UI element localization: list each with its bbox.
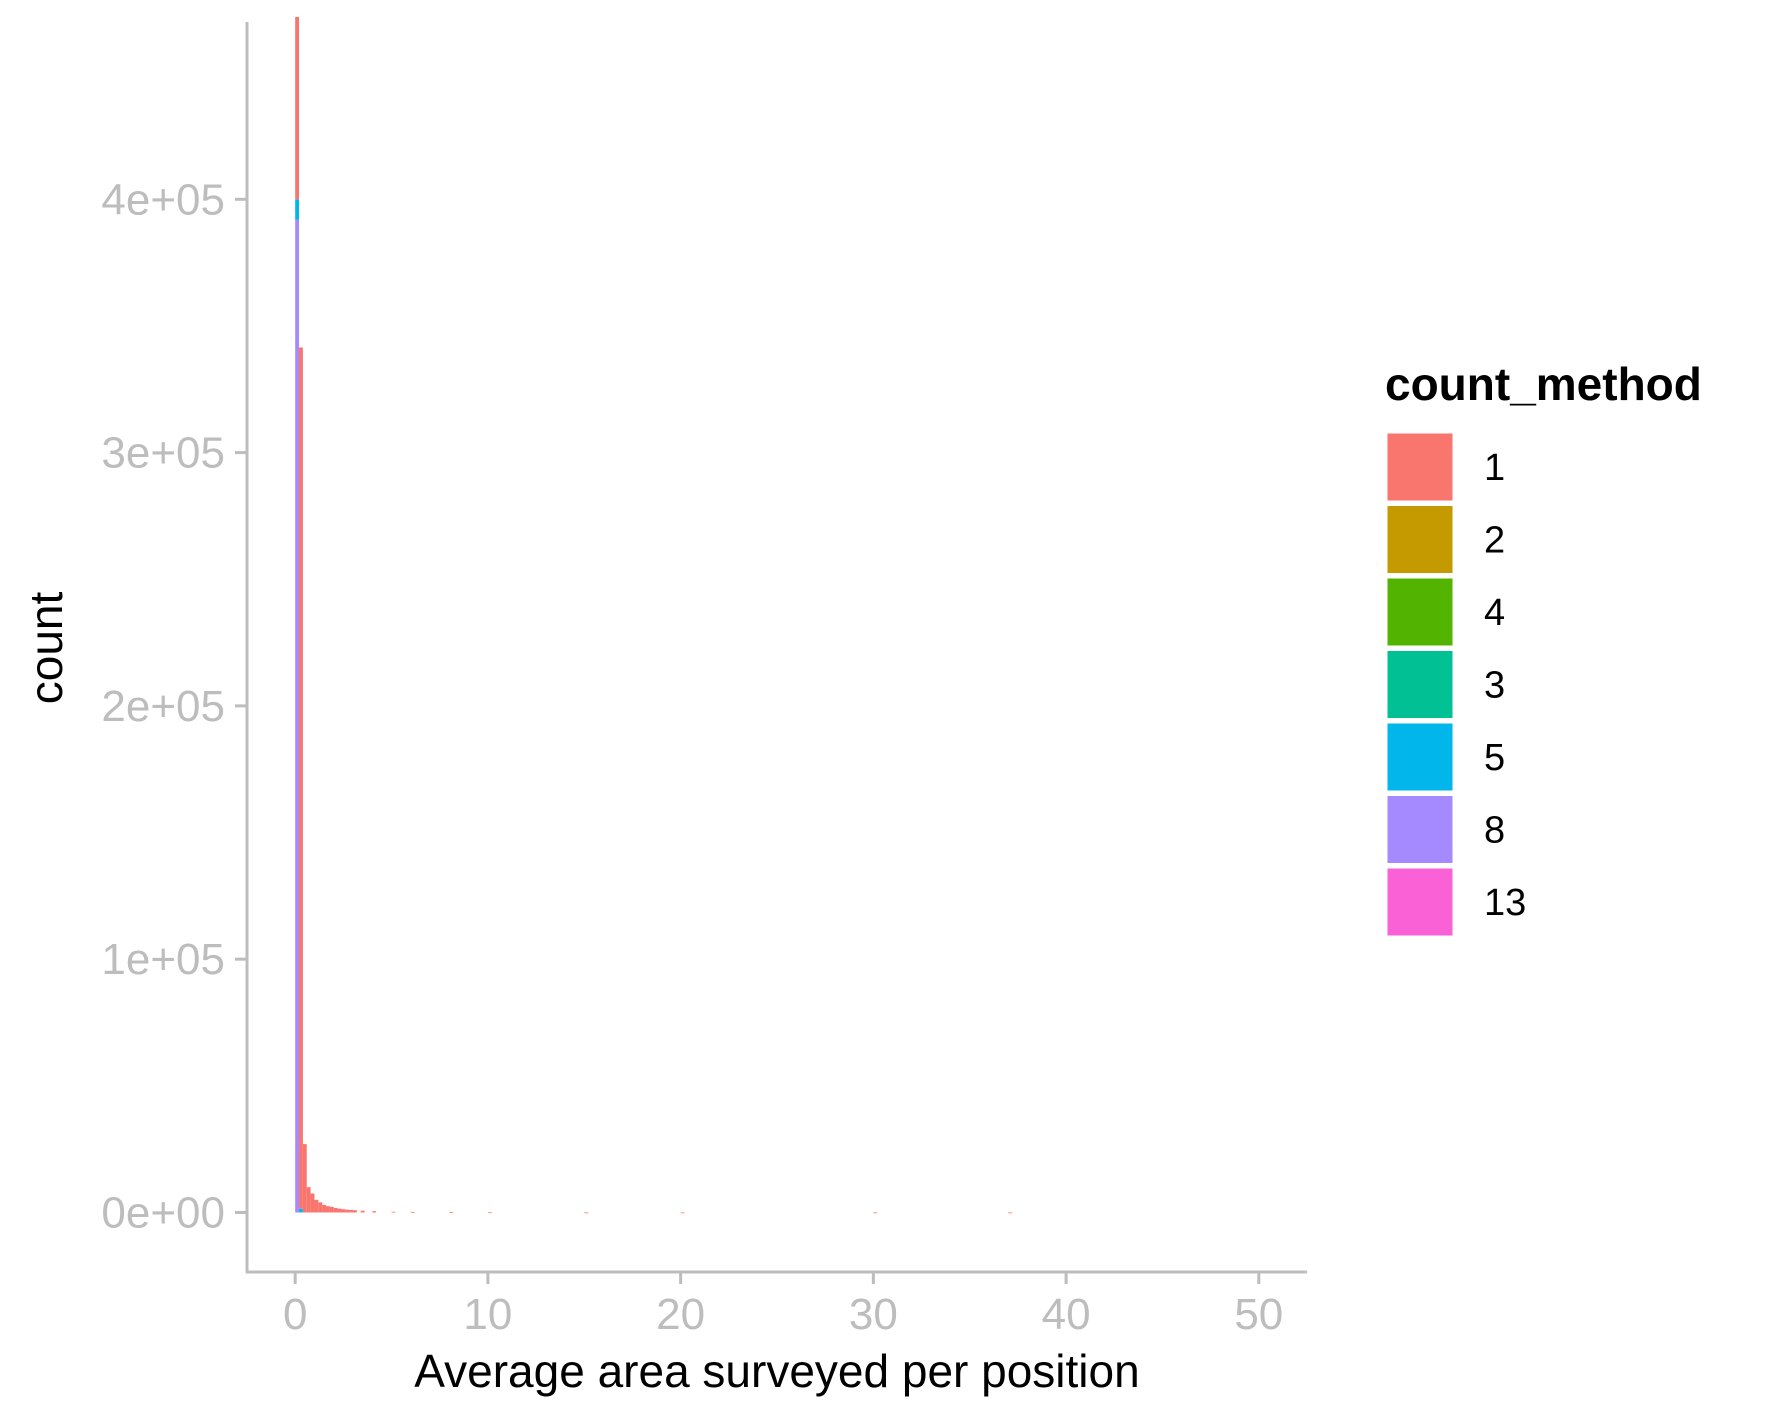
histogram-bar: [449, 1212, 454, 1214]
legend-label: 8: [1484, 810, 1505, 852]
histogram-bar: [295, 219, 300, 1213]
x-axis-title: Average area surveyed per position: [414, 1345, 1139, 1397]
legend-label: 2: [1484, 520, 1505, 562]
x-tick-label: 0: [283, 1290, 307, 1339]
x-tick-label: 20: [656, 1290, 705, 1339]
legend-items: 1 2 4 3 5 8 13: [1384, 430, 1526, 939]
histogram-bar: [295, 16, 300, 200]
y-tick-label: 4e+05: [101, 175, 225, 224]
histogram-bar: [322, 1204, 327, 1213]
y-tick-label: 2e+05: [101, 682, 225, 731]
histogram-bar: [302, 1144, 307, 1213]
y-tick-label: 1e+05: [101, 935, 225, 984]
y-tick-label: 0e+00: [101, 1188, 225, 1237]
legend-key: [1384, 648, 1456, 721]
x-axis-ticks: 0 10 20 30 40 50: [283, 1272, 1283, 1339]
legend-key: [1384, 865, 1456, 939]
histogram-bar: [349, 1209, 353, 1213]
histogram-bar: [680, 1212, 685, 1214]
histogram-bar: [360, 1210, 365, 1213]
histogram-bar: [318, 1202, 323, 1213]
legend: count_method 1 2 4 3 5 8 13: [1384, 358, 1702, 939]
histogram-bar: [314, 1199, 319, 1213]
legend-key: [1384, 430, 1456, 504]
histogram-bar: [295, 199, 300, 220]
y-tick-label: 3e+05: [101, 429, 225, 478]
x-tick-label: 10: [463, 1290, 512, 1339]
histogram-bar: [1008, 1212, 1013, 1214]
axes: [245, 22, 1307, 1274]
histogram-bars: [295, 16, 1013, 1214]
legend-label: 5: [1484, 737, 1505, 779]
x-tick-label: 50: [1234, 1290, 1283, 1339]
histogram-bar: [873, 1212, 878, 1214]
histogram-bar: [337, 1208, 342, 1213]
legend-label: 13: [1484, 882, 1526, 924]
histogram-bar: [353, 1210, 357, 1213]
x-tick-label: 40: [1042, 1290, 1091, 1339]
x-tick-label: 30: [849, 1290, 898, 1339]
histogram-bar: [584, 1212, 589, 1214]
histogram-bar: [341, 1209, 346, 1213]
histogram-bar: [372, 1211, 377, 1213]
legend-label: 4: [1484, 592, 1505, 634]
histogram-bar: [310, 1193, 315, 1213]
legend-label: 1: [1484, 447, 1505, 489]
histogram-bar: [299, 347, 303, 1209]
histogram-bar: [391, 1211, 396, 1213]
legend-key: [1384, 575, 1456, 649]
histogram-bar: [487, 1212, 492, 1214]
histogram-bar: [306, 1187, 311, 1213]
legend-key: [1384, 720, 1456, 794]
legend-key: [1384, 503, 1456, 576]
legend-title: count_method: [1385, 358, 1702, 410]
histogram-bar: [410, 1211, 415, 1213]
histogram-bar: [329, 1206, 334, 1213]
legend-key: [1384, 793, 1456, 866]
histogram-bar: [326, 1206, 330, 1213]
histogram-bar: [333, 1207, 338, 1213]
histogram-bar: [299, 1208, 303, 1213]
legend-label: 3: [1484, 665, 1505, 707]
y-axis-title: count: [20, 592, 72, 705]
histogram-bar: [345, 1209, 350, 1213]
y-axis-ticks: 0e+00 1e+05 2e+05 3e+05 4e+05: [101, 175, 247, 1237]
